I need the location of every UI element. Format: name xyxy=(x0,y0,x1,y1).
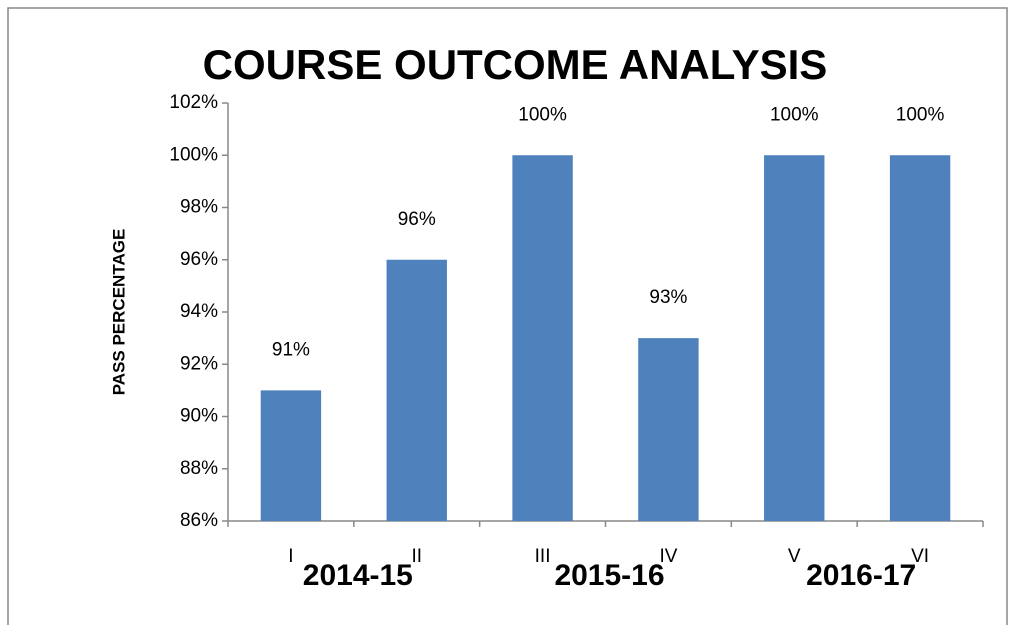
y-tick-label: 86% xyxy=(180,510,218,531)
group-label: 2014-15 xyxy=(303,559,413,592)
group-label: 2015-16 xyxy=(554,559,664,592)
x-tick-label: VI xyxy=(911,546,929,567)
data-label: 100% xyxy=(896,104,945,125)
bar xyxy=(889,155,951,521)
chart-border xyxy=(7,7,1008,625)
chart-title: COURSE OUTCOME ANALYSIS xyxy=(203,41,828,88)
data-label: 93% xyxy=(649,287,687,308)
y-tick-label: 88% xyxy=(180,458,218,479)
bar xyxy=(638,338,699,521)
x-tick-label: I xyxy=(288,546,293,567)
x-tick-label: II xyxy=(411,546,422,567)
y-tick-label: 98% xyxy=(180,197,218,218)
bar xyxy=(512,155,573,521)
x-tick-label: V xyxy=(788,546,801,567)
y-axis-label: PASS PERCENTAGE xyxy=(109,229,128,396)
bar xyxy=(764,155,825,521)
data-label: 91% xyxy=(272,339,310,360)
y-tick-label: 102% xyxy=(169,92,218,113)
data-label: 100% xyxy=(770,104,819,125)
y-tick-label: 92% xyxy=(180,353,218,374)
y-tick-label: 90% xyxy=(180,406,218,427)
group-label: 2016-17 xyxy=(806,559,916,592)
x-tick-label: IV xyxy=(659,546,677,567)
bar xyxy=(260,390,322,521)
x-tick-label: III xyxy=(535,546,551,567)
y-tick-label: 96% xyxy=(180,249,218,270)
data-label: 100% xyxy=(518,104,567,125)
bar xyxy=(386,259,447,521)
y-tick-label: 100% xyxy=(169,144,218,165)
y-tick-label: 94% xyxy=(180,301,218,322)
data-label: 96% xyxy=(398,209,436,230)
